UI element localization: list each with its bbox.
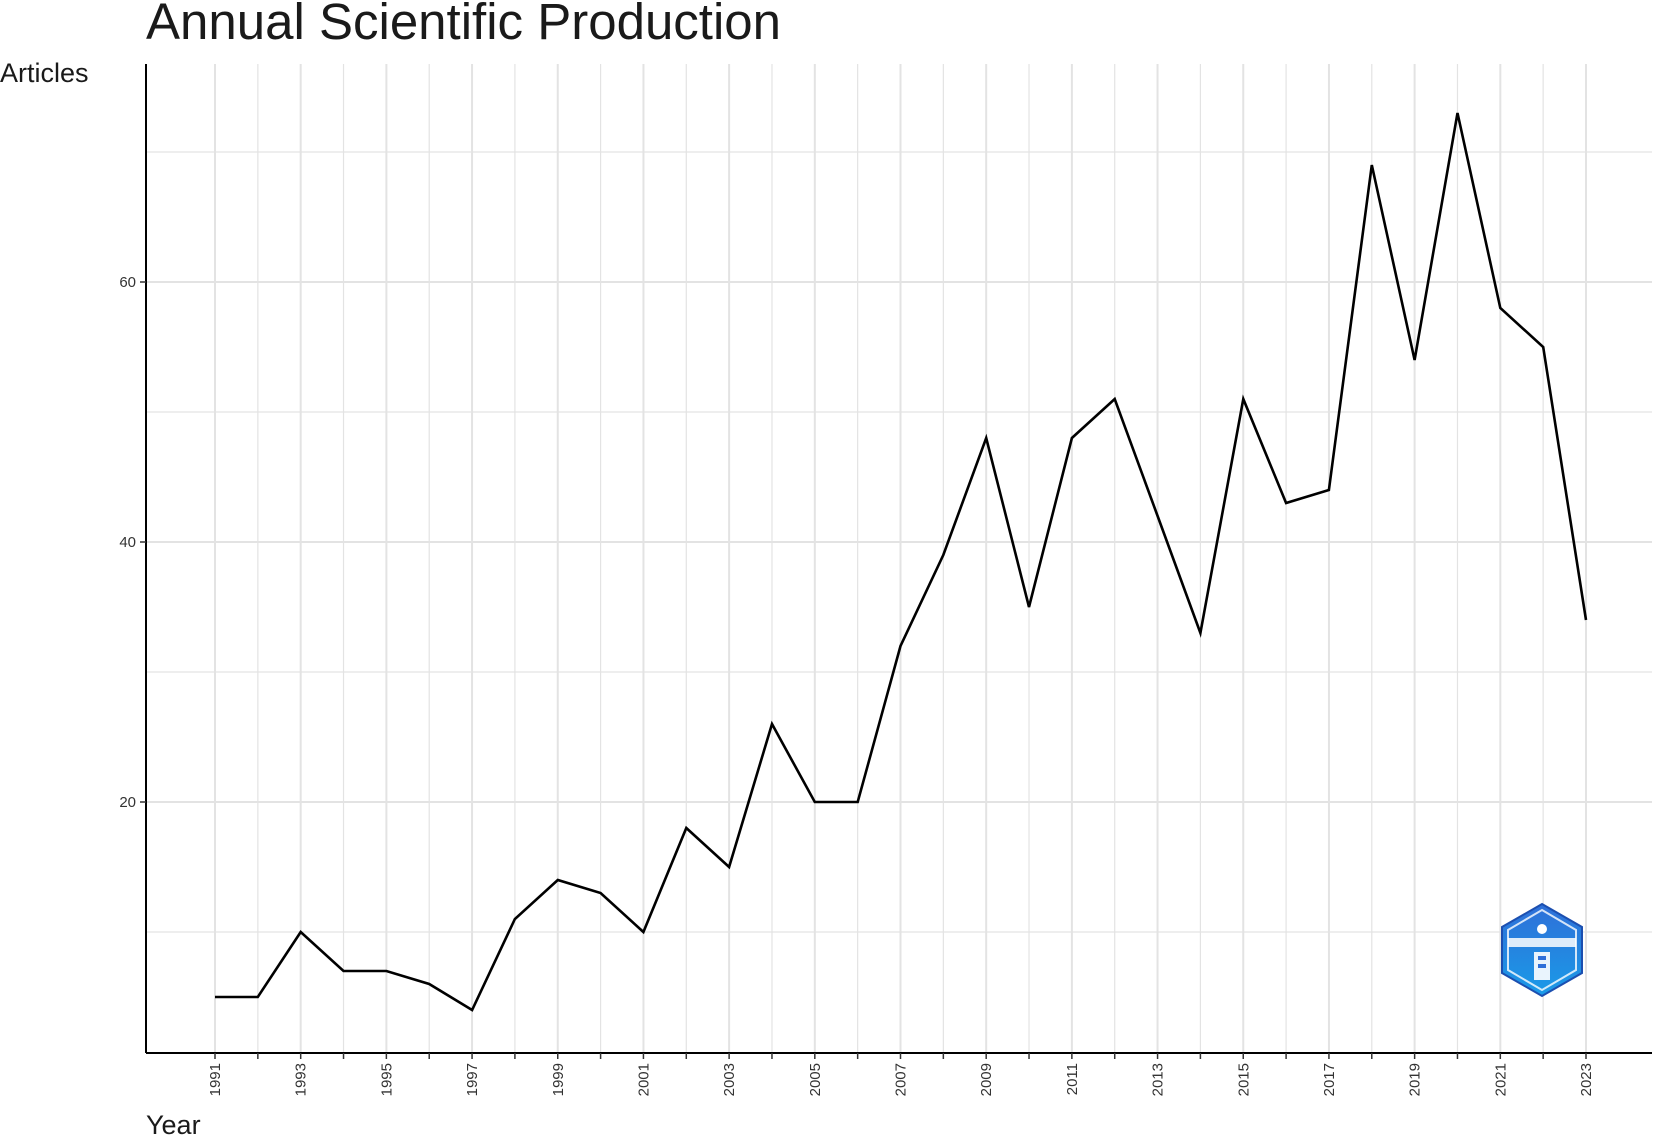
y-tick-label: 20 — [119, 794, 136, 811]
x-tick-label: 1995 — [378, 1063, 395, 1096]
x-tick-label: 2019 — [1407, 1063, 1424, 1096]
x-tick-label: 2005 — [807, 1063, 824, 1096]
x-tick-label: 2023 — [1578, 1063, 1595, 1096]
x-axis-title: Year — [146, 1110, 201, 1140]
axes — [145, 64, 1652, 1054]
y-tick-label: 40 — [119, 534, 136, 551]
bibliometrix-logo — [1501, 902, 1583, 998]
x-tick-label: 2017 — [1321, 1063, 1338, 1096]
y-axis-title: Articles — [0, 58, 89, 88]
x-tick-label: 2015 — [1235, 1063, 1252, 1096]
y-axis-ticks: 20 40 60 — [119, 274, 146, 811]
x-tick-label: 2009 — [978, 1063, 995, 1096]
x-tick-label: 1997 — [464, 1063, 481, 1096]
x-axis-ticks: 1991 1993 1995 1997 1999 2001 2003 2005 2007 2009… — [207, 1053, 1595, 1096]
x-tick-label: 2011 — [1064, 1063, 1081, 1095]
major-gridlines — [146, 64, 1652, 1053]
x-tick-label: 2013 — [1150, 1063, 1167, 1096]
x-tick-label: 2021 — [1492, 1063, 1509, 1096]
x-tick-label: 2007 — [893, 1063, 910, 1096]
series-articles — [215, 112, 1588, 1012]
x-tick-label: 1999 — [550, 1063, 567, 1096]
x-tick-label: 1991 — [207, 1063, 224, 1096]
x-tick-label: 1993 — [293, 1063, 310, 1096]
minor-gridlines — [146, 64, 1652, 1053]
series-line — [215, 112, 1588, 1012]
chart-title: Annual Scientific Production — [146, 0, 782, 50]
y-tick-label: 60 — [119, 274, 136, 291]
x-tick-label: 2001 — [635, 1063, 652, 1096]
x-tick-label: 2003 — [721, 1063, 738, 1096]
